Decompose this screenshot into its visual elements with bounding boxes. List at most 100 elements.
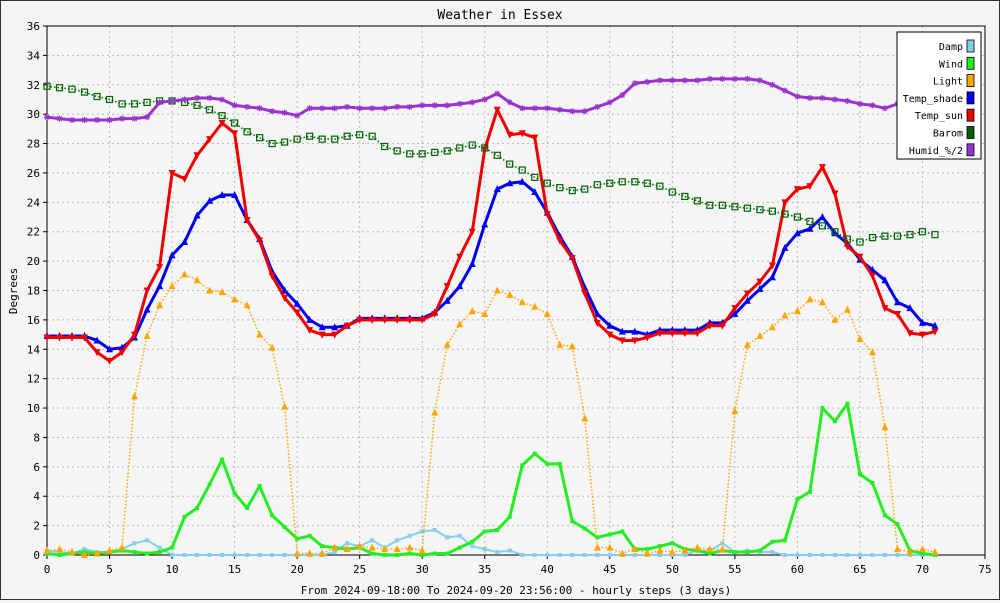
light-point <box>81 551 89 558</box>
x-tick-label: 50 <box>666 563 679 576</box>
humid-2-point <box>56 115 63 122</box>
y-tick-label: 24 <box>27 196 41 209</box>
temp-sun-point <box>731 305 739 313</box>
temp-shade-point <box>231 190 239 198</box>
humid-2-point <box>444 102 451 109</box>
light-point <box>768 323 776 331</box>
wind-point <box>857 472 862 477</box>
damp-point <box>570 553 575 557</box>
x-tick-label: 75 <box>978 563 991 576</box>
x-tick-label: 30 <box>416 563 429 576</box>
humid-2-point <box>531 105 538 112</box>
temp-shade-point <box>806 224 814 232</box>
humid-2-point <box>219 96 226 103</box>
damp-point <box>432 528 437 533</box>
damp-point <box>395 538 400 543</box>
y-tick-label: 16 <box>27 314 40 327</box>
light-point <box>456 320 464 328</box>
temp-sun-point <box>818 164 826 172</box>
damp-point <box>532 553 537 557</box>
humid-2-point <box>131 115 138 122</box>
barom-point <box>606 179 614 187</box>
humid-2-point <box>556 106 563 113</box>
barom-point <box>368 132 376 140</box>
light-point <box>406 543 414 551</box>
temp-sun-point <box>343 322 351 330</box>
temp-sun-point <box>793 186 801 194</box>
y-axis-label: Degrees <box>7 268 20 314</box>
temp-shade-point <box>631 327 639 335</box>
light-point <box>306 549 314 557</box>
humid-2-point <box>81 117 88 124</box>
damp-point <box>582 553 587 557</box>
temp-sun-point <box>181 175 189 183</box>
wind-point <box>307 533 312 538</box>
light-point <box>268 343 276 351</box>
y-tick-label: 22 <box>27 226 40 239</box>
light-point <box>668 548 676 556</box>
light-point <box>618 549 626 557</box>
chart-title: Weather in Essex <box>437 8 562 23</box>
damp-point <box>520 553 525 557</box>
humid-2-point <box>494 90 501 97</box>
barom-point <box>43 82 51 90</box>
humid-2-point <box>644 78 651 85</box>
barom-point <box>431 148 439 156</box>
humid-2-point <box>206 95 213 102</box>
wind-point <box>607 532 612 537</box>
temp-sun-point <box>131 331 139 339</box>
temp-sun-point <box>668 330 676 338</box>
temp-sun-point <box>706 322 714 330</box>
temp-shade-point <box>506 179 514 187</box>
temp-shade-point <box>818 213 826 221</box>
humid-2-point <box>381 105 388 112</box>
y-tick-label: 28 <box>27 138 40 151</box>
barom-point <box>556 184 564 192</box>
damp-point <box>595 553 600 557</box>
light-point <box>556 340 564 348</box>
y-tick-label: 36 <box>27 20 40 33</box>
x-tick-label: 15 <box>228 563 241 576</box>
wind-point <box>620 529 625 534</box>
humid-2-point <box>369 105 376 112</box>
barom-point <box>931 231 939 239</box>
barom-point <box>456 144 464 152</box>
barom-point <box>243 128 251 136</box>
y-tick-label: 32 <box>27 79 40 92</box>
light-point <box>331 543 339 551</box>
temp-sun-point <box>118 349 126 357</box>
x-tick-label: 55 <box>728 563 741 576</box>
light-point <box>693 543 701 551</box>
barom-point <box>756 206 764 214</box>
y-tick-label: 6 <box>33 461 40 474</box>
barom-point <box>68 85 76 93</box>
barom-point <box>631 178 639 186</box>
temp-sun-point <box>856 253 864 261</box>
wind-point <box>595 535 600 540</box>
temp-sun-point <box>306 327 314 335</box>
humid-2-point <box>881 105 888 112</box>
light-point <box>718 545 726 553</box>
humid-2-point <box>294 112 301 119</box>
temp-sun-point <box>893 311 901 319</box>
series-humid-2-line <box>46 77 912 122</box>
humid-2-point <box>781 87 788 94</box>
wind-point <box>545 461 550 466</box>
wind-point <box>870 480 875 485</box>
humid-2-point <box>794 93 801 100</box>
legend-label: Barom <box>933 129 963 140</box>
series-temp-sun-line <box>47 108 936 363</box>
x-tick-label: 0 <box>44 563 51 576</box>
wind-point <box>195 505 200 510</box>
temp-sun-point <box>331 331 339 339</box>
damp-point <box>132 541 137 546</box>
series-barom-line <box>46 85 936 243</box>
light-point <box>681 546 689 554</box>
temp-shade-point <box>181 238 189 246</box>
damp-point <box>845 553 850 557</box>
damp-point <box>157 545 162 550</box>
damp-point <box>495 550 500 555</box>
temp-shade-point <box>918 318 926 326</box>
barom-point <box>531 173 539 181</box>
temp-shade-point <box>906 304 914 312</box>
